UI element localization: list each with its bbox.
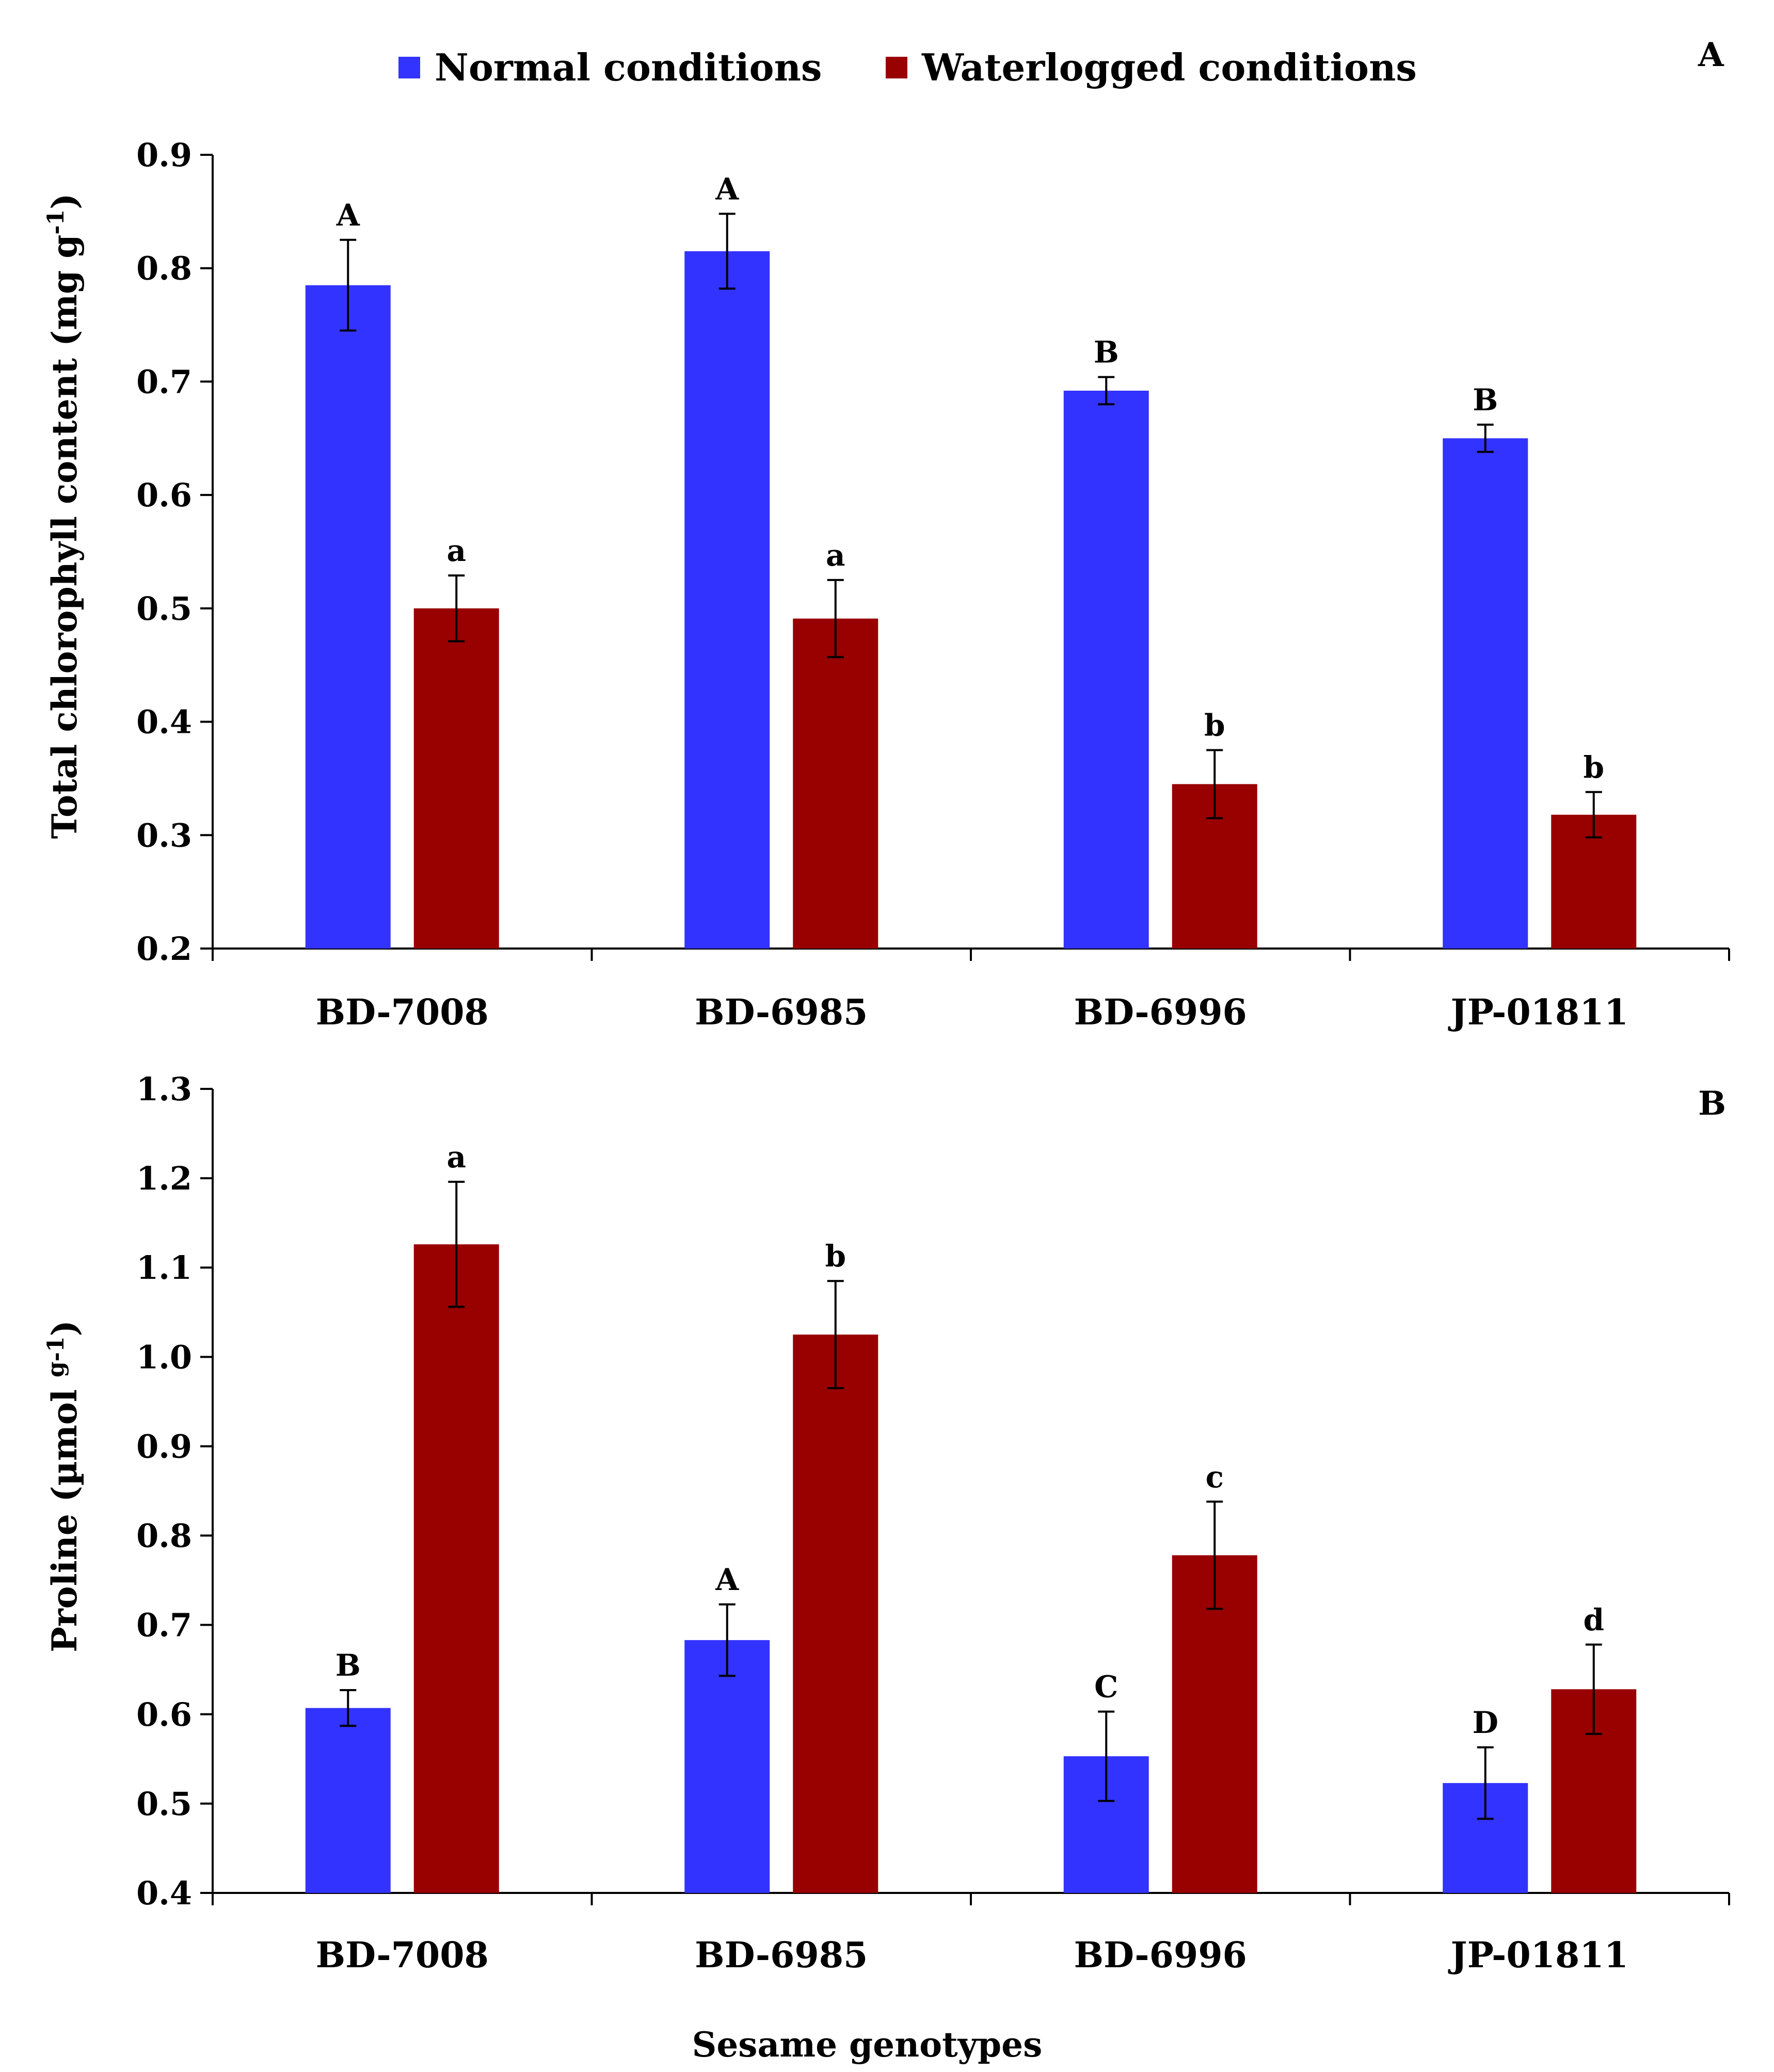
panel-b-category-label: BD-6996 [1074,1935,1247,1976]
legend-swatch-normal [398,57,420,78]
panel-a-significance-label: A [336,198,360,233]
panel-b-significance-label: C [1094,1669,1118,1705]
panel-a-category-label: JP-01811 [1448,992,1628,1033]
panel-b-y-tick-label: 0.7 [136,1607,192,1644]
panel-a-category-label: BD-6985 [695,992,868,1033]
panel-b-category-label: JP-01811 [1448,1935,1628,1976]
panel-b-y-axis-title-sup: g-1 [43,1336,69,1377]
panel-b-y-tick-label: 0.6 [136,1696,192,1733]
panel-a-significance-label: B [1473,382,1498,417]
panel-b-significance-label: a [446,1139,466,1175]
panel-a-significance-label: B [1094,335,1119,370]
panel-b-significance-label: b [825,1239,846,1274]
panel-b-bar-waterlogged [793,1335,878,1893]
panel-b-y-tick-label: 1.2 [136,1160,192,1197]
panel-a-significance-label: A [715,171,739,206]
panel-a-y-tick-label: 0.9 [136,136,192,174]
legend-swatch-waterlogged [886,57,907,78]
panel-b-category-label: BD-7008 [316,1935,489,1976]
panel-b-significance-label: A [715,1562,739,1597]
panel-a-y-tick-label: 0.2 [136,930,192,968]
panel-a-y-axis-title-sup: -1 [43,210,69,235]
panel-b-bar-waterlogged [1172,1555,1257,1893]
panel-a-y-tick-label: 0.5 [136,590,192,628]
panel-b-y-axis-title-close: ) [44,1320,85,1336]
panel-a-y-tick-label: 0.7 [136,363,192,400]
panel-b-bar-waterlogged [413,1244,499,1893]
legend-label-normal: Normal conditions [435,45,822,89]
panel-b-significance-label: D [1473,1705,1498,1740]
panel-b-y-axis-title: Proline (µmol g-1) [43,1320,85,1652]
panel-a-category-label: BD-7008 [316,992,489,1033]
panel-b-x-axis-title: Sesame genotypes [692,2025,1043,2065]
panel-b-y-tick-label: 0.5 [136,1785,192,1823]
panel-a-bar-waterlogged [793,618,878,949]
panel-b-bar-normal [684,1640,770,1893]
panel-b-significance-label: B [335,1648,361,1683]
panel-b-significance-label: c [1206,1459,1224,1495]
panel-a-y-axis-title-main: Total chlorophyll content (mg g [44,235,85,839]
panel-a-chlorophyll-chart: A Total chlorophyll content (mg g-1) 0.2… [43,36,1730,1033]
panel-a-significance-label: a [446,533,466,568]
legend: Normal conditions Waterlogged conditions [398,45,1417,89]
panel-a-bar-normal [1443,438,1528,949]
panel-a-y-tick-label: 0.8 [136,250,192,287]
panel-b-proline-chart: B Proline (µmol g-1) Sesame genotypes 0.… [43,1070,1730,2065]
panel-a-letter: A [1698,36,1724,74]
panel-a-significance-label: a [826,538,845,573]
panel-a-bar-waterlogged [413,608,499,949]
panel-a-bar-normal [305,285,391,949]
panel-b-letter: B [1698,1084,1726,1123]
panel-b-category-label: BD-6985 [695,1935,868,1976]
panel-a-significance-label: b [1204,708,1225,743]
panel-a-bar-normal [1063,391,1149,949]
panel-b-y-tick-label: 0.4 [136,1874,192,1912]
panel-b-y-tick-label: 1.3 [136,1070,192,1108]
panel-a-y-axis-title-close: ) [44,193,85,209]
panel-a-y-tick-label: 0.3 [136,816,192,854]
panel-b-y-tick-label: 0.9 [136,1427,192,1465]
panel-b-y-axis-title-main: Proline (µmol [44,1377,85,1652]
panel-a-bar-normal [684,251,770,949]
panel-a-y-tick-label: 0.6 [136,476,192,514]
panel-a-significance-label: b [1583,750,1604,785]
panel-b-y-tick-label: 0.8 [136,1517,192,1555]
panel-b-significance-label: d [1583,1602,1604,1637]
panel-a-y-tick-label: 0.4 [136,703,192,741]
panel-b-bar-normal [305,1708,391,1893]
panel-a-category-label: BD-6996 [1074,992,1247,1033]
legend-label-waterlogged: Waterlogged conditions [921,45,1417,89]
panel-a-y-axis-title: Total chlorophyll content (mg g-1) [43,193,85,839]
panel-b-y-tick-label: 1.1 [136,1249,192,1287]
panel-b-y-tick-label: 1.0 [136,1338,192,1376]
